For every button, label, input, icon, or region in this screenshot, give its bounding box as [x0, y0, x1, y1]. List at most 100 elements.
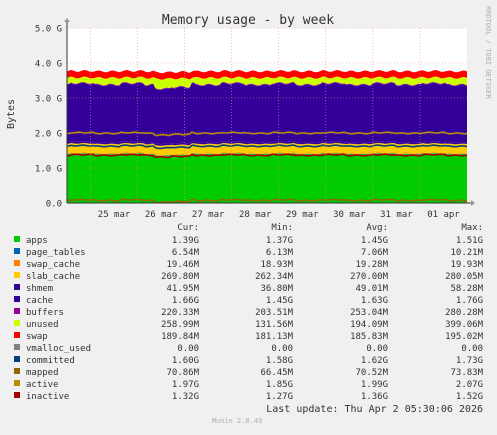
legend-avg-apps: 1.45G — [361, 236, 388, 246]
x-tick-label: 01 apr — [427, 210, 460, 220]
legend-avg-active: 1.99G — [361, 380, 388, 390]
legend-max-swap: 195.02M — [445, 332, 484, 342]
legend-avg-swap: 185.83M — [350, 332, 389, 342]
x-tick-label: 25 mar — [98, 210, 131, 220]
legend-max-committed: 1.73G — [456, 356, 483, 366]
legend-cur-slab_cache: 269.80M — [161, 272, 200, 282]
legend-swatch-slab_cache — [14, 272, 20, 278]
legend-min-committed: 1.58G — [266, 356, 293, 366]
x-tick-label: 26 mar — [145, 210, 178, 220]
legend-cur-cache: 1.66G — [172, 296, 199, 306]
legend-label-unused: unused — [26, 320, 59, 330]
legend-label-swap: swap — [26, 332, 48, 342]
legend-cur-shmem: 41.95M — [166, 284, 199, 294]
y-tick-label: 3.0 G — [35, 95, 62, 105]
legend-avg-inactive: 1.36G — [361, 392, 388, 402]
legend-min-unused: 131.56M — [255, 320, 294, 330]
legend-label-inactive: inactive — [26, 392, 69, 402]
plot-area: 0.0 1.0 G 2.0 G 3.0 G 4.0 G 5.0 G 25 mar 26 mar… — [35, 18, 475, 220]
legend-avg-swap_cache: 19.28M — [355, 260, 388, 270]
legend-label-cache: cache — [26, 296, 53, 306]
area-buffers — [67, 81, 467, 90]
legend-min-active: 1.85G — [266, 380, 293, 390]
legend-avg-cache: 1.63G — [361, 296, 388, 306]
legend-swatch-active — [14, 380, 20, 386]
legend-max-buffers: 280.28M — [445, 308, 484, 318]
legend-min-slab_cache: 262.34M — [255, 272, 294, 282]
x-axis-arrow — [471, 200, 475, 206]
legend-avg-mapped: 70.52M — [355, 368, 388, 378]
legend-label-mapped: mapped — [26, 368, 59, 378]
chart-title: Memory usage - by week — [162, 13, 334, 28]
x-tick-label: 30 mar — [333, 210, 366, 220]
legend-header-avg: Avg: — [366, 223, 388, 233]
line-committed — [66, 144, 468, 150]
legend-min-page_tables: 6.13M — [266, 248, 294, 258]
legend-swatch-apps — [14, 236, 20, 242]
legend-min-swap: 181.13M — [255, 332, 294, 342]
legend-label-vmalloc_used: vmalloc_used — [26, 344, 91, 354]
area-cache — [67, 82, 467, 145]
legend-cur-buffers: 220.33M — [161, 308, 200, 318]
legend-max-vmalloc_used: 0.00 — [461, 344, 483, 354]
legend-swatch-swap — [14, 332, 20, 338]
x-tick-label: 29 mar — [286, 210, 319, 220]
y-tick-label: 2.0 G — [35, 130, 62, 140]
legend-swatch-shmem — [14, 284, 20, 290]
y-axis-arrow — [64, 18, 70, 22]
area-shmem — [67, 141, 467, 146]
legend-min-inactive: 1.27G — [266, 392, 293, 402]
legend-cur-active: 1.97G — [172, 380, 199, 390]
legend: Cur: Min: Avg: Max: apps 1.39G 1.37G 1.45G 1.51G… — [14, 223, 484, 402]
area-apps — [67, 153, 467, 203]
legend-cur-swap_cache: 19.46M — [166, 260, 199, 270]
legend-max-mapped: 73.83M — [450, 368, 483, 378]
rrdtool-side-label: RRDTOOL / TOBI OETIKER — [484, 6, 492, 100]
legend-avg-vmalloc_used: 0.00 — [366, 344, 388, 354]
line-inactive — [66, 153, 468, 159]
legend-label-page_tables: page_tables — [26, 248, 86, 258]
legend-cur-vmalloc_used: 0.00 — [177, 344, 199, 354]
legend-max-active: 2.07G — [456, 380, 483, 390]
legend-avg-page_tables: 7.06M — [361, 248, 389, 258]
legend-cur-swap: 189.84M — [161, 332, 200, 342]
legend-max-slab_cache: 280.05M — [445, 272, 484, 282]
legend-avg-slab_cache: 270.00M — [350, 272, 389, 282]
munin-version-footer: Munin 2.0.49 — [212, 417, 263, 425]
y-tick-label: 1.0 G — [35, 165, 62, 175]
area-unused — [67, 76, 467, 90]
legend-min-mapped: 66.45M — [260, 368, 293, 378]
legend-header-cur: Cur: — [177, 223, 199, 233]
legend-avg-buffers: 253.04M — [350, 308, 389, 318]
legend-max-swap_cache: 19.93M — [450, 260, 483, 270]
legend-swatch-committed — [14, 356, 20, 362]
legend-swatch-cache — [14, 296, 20, 302]
area-swap — [67, 70, 467, 80]
legend-cur-page_tables: 6.54M — [172, 248, 200, 258]
line-mapped — [66, 198, 468, 204]
x-tick-label: 31 mar — [380, 210, 413, 220]
legend-label-committed: committed — [26, 356, 75, 366]
legend-avg-committed: 1.62G — [361, 356, 388, 366]
area-swap_cache — [67, 152, 467, 156]
legend-label-apps: apps — [26, 236, 48, 246]
y-axis-label: Bytes — [6, 99, 17, 129]
legend-label-buffers: buffers — [26, 308, 64, 318]
legend-min-apps: 1.37G — [266, 236, 293, 246]
legend-avg-shmem: 49.01M — [355, 284, 388, 294]
legend-min-shmem: 36.80M — [260, 284, 293, 294]
legend-cur-committed: 1.60G — [172, 356, 199, 366]
legend-header-max: Max: — [461, 223, 483, 233]
last-update-text: Last update: Thu Apr 2 05:30:06 2026 — [266, 404, 483, 415]
legend-max-page_tables: 10.21M — [450, 248, 483, 258]
legend-label-active: active — [26, 380, 59, 390]
y-tick-label: 5.0 G — [35, 25, 62, 35]
legend-max-unused: 399.06M — [445, 320, 484, 330]
legend-max-cache: 1.76G — [456, 296, 483, 306]
legend-avg-unused: 194.09M — [350, 320, 389, 330]
legend-cur-apps: 1.39G — [172, 236, 199, 246]
y-tick-label: 0.0 — [46, 200, 62, 210]
legend-min-vmalloc_used: 0.00 — [271, 344, 293, 354]
legend-swatch-vmalloc_used — [14, 344, 20, 350]
